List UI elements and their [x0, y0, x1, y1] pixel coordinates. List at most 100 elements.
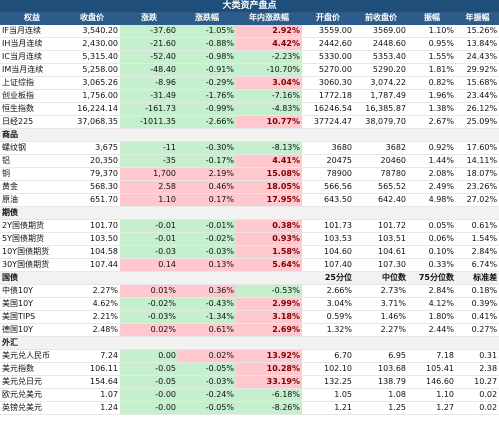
cell-value: 振幅: [408, 12, 456, 25]
cell-value: 1.08: [354, 388, 408, 402]
cell-value: 37724.47: [302, 115, 354, 129]
cell-value: [178, 271, 236, 285]
equity-row: IF当月连续 3,540.20 -37.60 -1.05% 2.92% 3559.00 35…: [0, 24, 499, 38]
cell-value: 24.43%: [456, 50, 499, 64]
row-label: 30Y国债期货: [0, 258, 64, 272]
cell-value: 3,540.20: [64, 24, 120, 38]
cell-value: -0.01: [120, 219, 178, 233]
cell-value: 16246.54: [302, 102, 354, 116]
cell-value: 20460: [354, 154, 408, 168]
cell-value: 101.73: [302, 219, 354, 233]
cell-value: 1.21: [302, 401, 354, 415]
bond-header-row: 国债 25分位 中位数 75分位数 标准差: [0, 271, 499, 285]
row-label: 美元兑日元: [0, 375, 64, 389]
row-label: 英镑兑美元: [0, 401, 64, 415]
cell-value: 1.46%: [354, 310, 408, 324]
cell-value: -1011.35: [120, 115, 178, 129]
section-label: 期债: [0, 206, 499, 220]
cell-value: 2.66%: [302, 284, 354, 298]
cell-value: 1772.18: [302, 89, 354, 103]
cell-value: 568.30: [64, 180, 120, 194]
cell-value: 38,079.70: [354, 115, 408, 129]
section-label: 商品: [0, 128, 499, 142]
cell-value: 3569.00: [354, 24, 408, 38]
cell-value: 23.44%: [456, 89, 499, 103]
cell-value: -0.99%: [178, 102, 236, 116]
cell-value: [64, 271, 120, 285]
cell-value: 1.10%: [408, 24, 456, 38]
commodity-row: 铜 79,370 1,700 2.19% 15.08% 78900 78780 2.08% 18…: [0, 167, 499, 181]
cell-value: 13.84%: [456, 37, 499, 51]
bond-row: 美国TIPS 2.21% -0.03% -1.34% 3.18% 0.59% 1.46% 1.…: [0, 310, 499, 324]
cell-value: 1.58%: [236, 245, 302, 259]
section-header: 商品: [0, 128, 499, 142]
cell-value: 0.92%: [408, 141, 456, 155]
cell-value: 开盘价: [302, 12, 354, 25]
cell-value: 566.56: [302, 180, 354, 194]
row-label: IH当月连续: [0, 37, 64, 51]
cell-value: -8.13%: [236, 141, 302, 155]
cell-value: 2.27%: [354, 323, 408, 337]
cell-value: 1.44%: [408, 154, 456, 168]
row-label: 美国TIPS: [0, 310, 64, 324]
cell-value: 103.51: [354, 232, 408, 246]
cell-value: 年振幅: [456, 12, 499, 25]
cell-value: 18.05%: [236, 180, 302, 194]
cell-value: -0.91%: [178, 63, 236, 77]
cell-value: 1.81%: [408, 63, 456, 77]
cell-value: -1.05%: [178, 24, 236, 38]
row-label: 铝: [0, 154, 64, 168]
row-label: 螺纹钢: [0, 141, 64, 155]
cell-value: 3,065.26: [64, 76, 120, 90]
cell-value: -48.40: [120, 63, 178, 77]
cell-value: 102.10: [302, 362, 354, 376]
cell-value: -8.96: [120, 76, 178, 90]
cell-value: 0.27%: [456, 323, 499, 337]
commodity-row: 黄金 568.30 2.58 0.46% 18.05% 566.56 565.52 2.49%…: [0, 180, 499, 194]
section-label: 外汇: [0, 336, 499, 350]
cell-value: 16,224.14: [64, 102, 120, 116]
bond-row: 美国10Y 4.62% -0.02% -0.43% 2.99% 3.04% 3.71% 4.1…: [0, 297, 499, 311]
cell-value: 13.92%: [236, 349, 302, 363]
cell-value: -0.17%: [178, 154, 236, 168]
cell-value: 2.21%: [64, 310, 120, 324]
cell-value: 2.84%: [408, 284, 456, 298]
cell-value: 1.27: [408, 401, 456, 415]
cell-value: 2.69%: [236, 323, 302, 337]
cell-value: 10.28%: [236, 362, 302, 376]
cell-value: -0.05%: [178, 362, 236, 376]
cell-value: 10.77%: [236, 115, 302, 129]
futures-row: 10Y国债期货 104.58 -0.03 -0.03% 1.58% 104.60 104.6…: [0, 245, 499, 259]
row-label: 美国10Y: [0, 297, 64, 311]
cell-value: 101.72: [354, 219, 408, 233]
cell-value: 1.24: [64, 401, 120, 415]
futures-row: 2Y国债期货 101.70 -0.01 -0.01% 0.38% 101.73 101.72…: [0, 219, 499, 233]
row-label: 美元兑人民币: [0, 349, 64, 363]
cell-value: 中位数: [354, 271, 408, 285]
cell-value: 4.41%: [236, 154, 302, 168]
commodity-row: 原油 651.70 1.10 0.17% 17.95% 643.50 642.40 4.98%…: [0, 193, 499, 207]
cell-value: 2.73%: [354, 284, 408, 298]
cell-value: 4.98%: [408, 193, 456, 207]
cell-value: -0.24%: [178, 388, 236, 402]
fx-row: 欧元兑美元 1.07 -0.00 -0.24% -6.18% 1.05 1.08 1.10 0.…: [0, 388, 499, 402]
cell-value: 23.26%: [456, 180, 499, 194]
row-label: 创业板指: [0, 89, 64, 103]
cell-value: 0.17%: [178, 193, 236, 207]
cell-value: 1.80%: [408, 310, 456, 324]
row-label: IC当月连续: [0, 50, 64, 64]
cell-value: 3060.30: [302, 76, 354, 90]
cell-value: 1.54%: [456, 232, 499, 246]
cell-value: -0.01%: [178, 219, 236, 233]
cell-value: 涨跌: [120, 12, 178, 25]
cell-value: 1,700: [120, 167, 178, 181]
equity-row: 创业板指 1,756.00 -31.49 -1.76% -7.16% 1772.18 1,7…: [0, 89, 499, 103]
cell-value: 0.46%: [178, 180, 236, 194]
cell-value: -161.73: [120, 102, 178, 116]
cell-value: 4.42%: [236, 37, 302, 51]
cell-value: 79,370: [64, 167, 120, 181]
cell-value: 20475: [302, 154, 354, 168]
cell-value: 年内涨跌幅: [236, 12, 302, 25]
futures-row: 5Y国债期货 103.50 -0.01 -0.02% 0.93% 103.53 103.51…: [0, 232, 499, 246]
fx-row: 英镑兑美元 1.24 -0.00 -0.05% -8.26% 1.21 1.25 1.27 0.…: [0, 401, 499, 415]
